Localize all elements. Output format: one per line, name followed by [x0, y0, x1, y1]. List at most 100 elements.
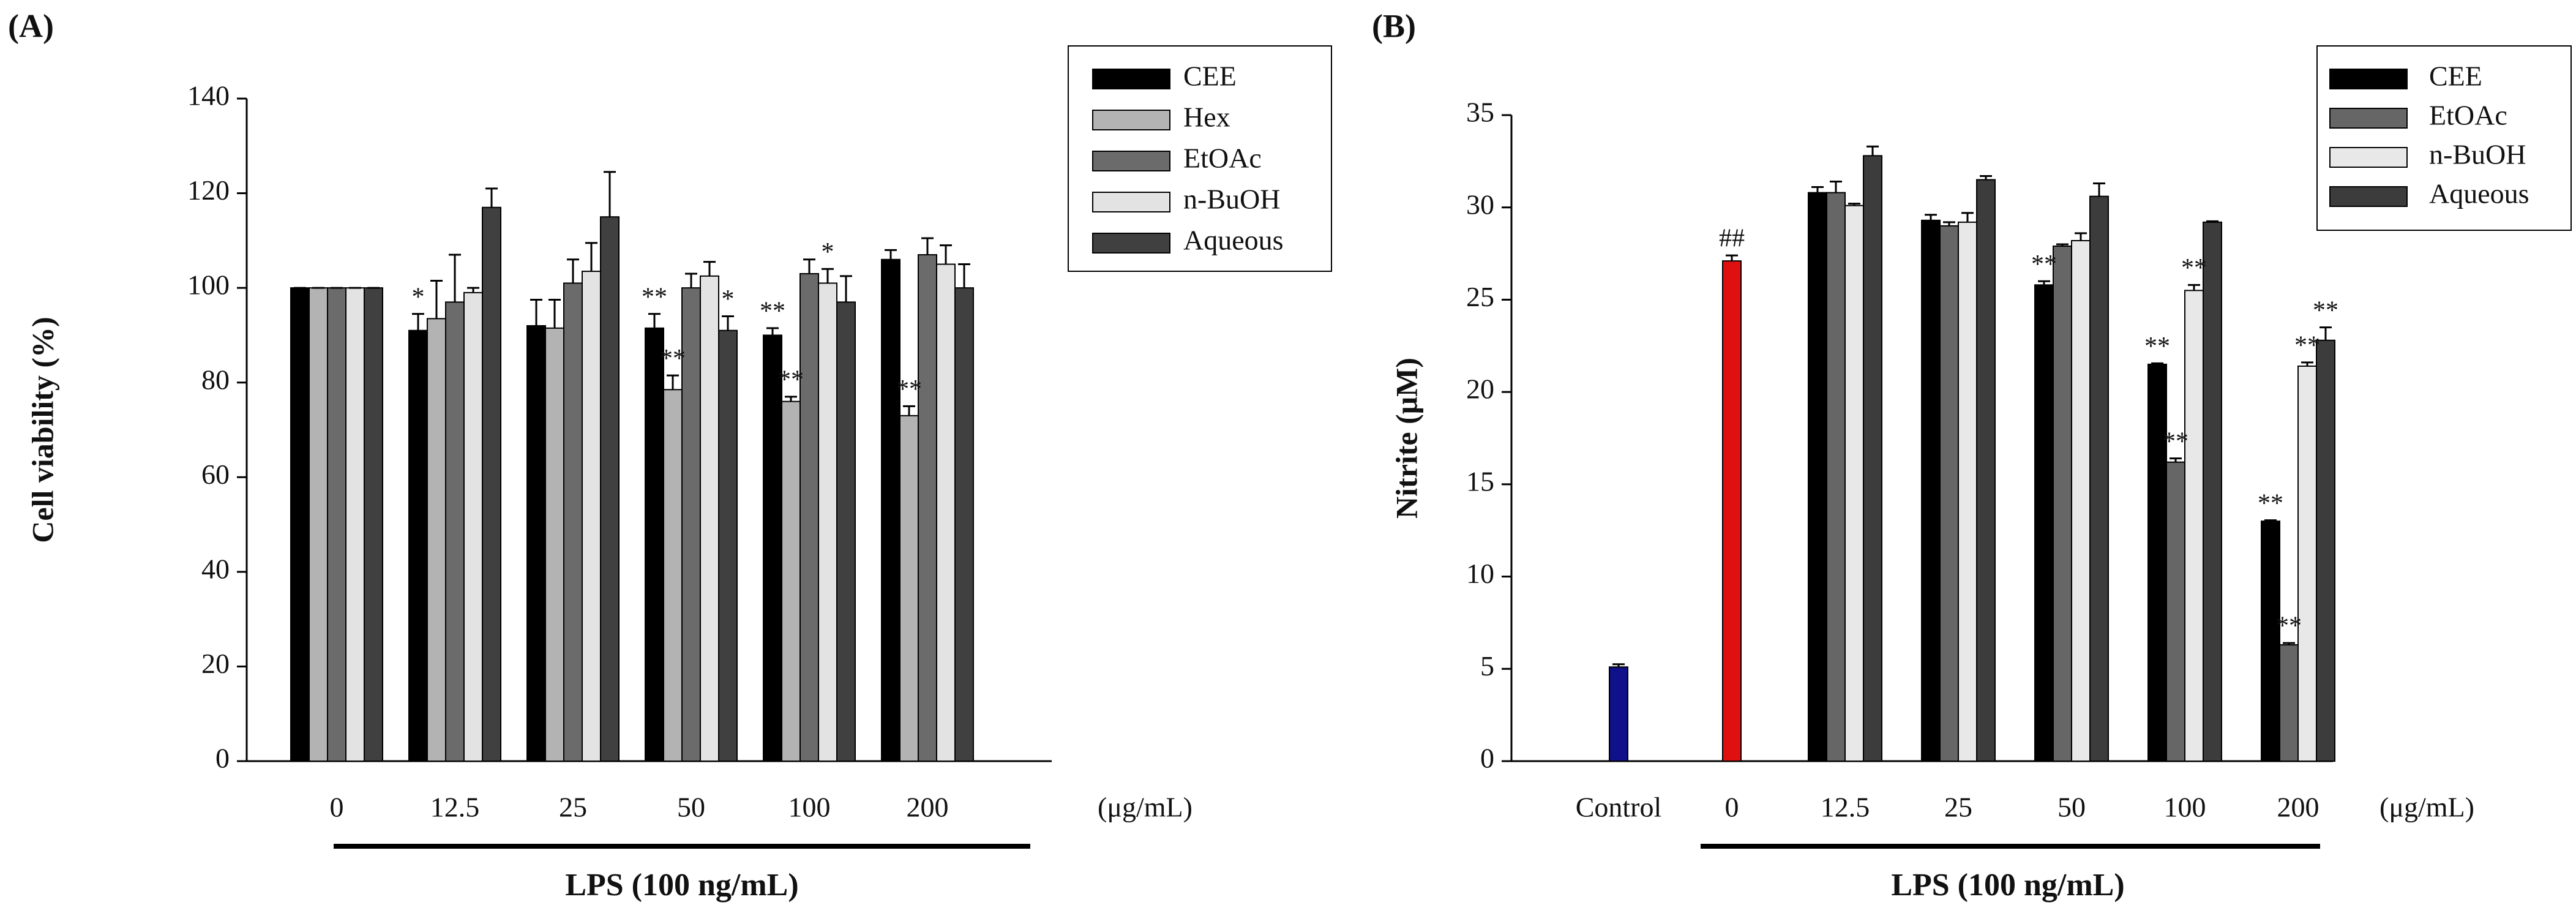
- error-bar: [2320, 326, 2332, 340]
- significance-mark: **: [642, 283, 667, 311]
- error-bar: [648, 313, 661, 328]
- error-bar: [958, 263, 970, 288]
- error-bar: [1866, 145, 1879, 156]
- legend-swatch: [1092, 69, 1170, 89]
- y-tick-label: 0: [215, 743, 230, 774]
- bar: [954, 287, 974, 762]
- bar: [1921, 219, 1941, 762]
- y-tick-label: 140: [187, 80, 230, 111]
- bar: [881, 258, 900, 762]
- error-bar: [412, 313, 424, 331]
- y-tick-label: 80: [201, 364, 230, 395]
- y-tick-label: 0: [1480, 743, 1494, 774]
- bar: [1722, 260, 1742, 762]
- error-bar: [567, 258, 579, 284]
- error-bar: [2151, 362, 2163, 364]
- bar: [1939, 225, 1959, 762]
- error-bar: [549, 298, 561, 328]
- y-tick-label: 15: [1466, 465, 1494, 497]
- legend-label: Aqueous: [2429, 178, 2529, 209]
- bar: [1808, 192, 1827, 762]
- bar: [600, 216, 620, 762]
- legend-label: EtOAc: [2429, 100, 2507, 131]
- error-bar: [822, 268, 834, 284]
- error-bar: [2038, 280, 2050, 285]
- bar: [526, 325, 546, 762]
- error-bar: [703, 261, 716, 276]
- legend-swatch: [2329, 147, 2408, 168]
- error-bar: [2056, 243, 2069, 247]
- x-tick-label: 50: [2057, 792, 2086, 823]
- error-bar: [1830, 181, 1842, 193]
- significance-mark: **: [2163, 427, 2188, 456]
- x-tick-label: 0: [1725, 792, 1739, 823]
- error-bar: [940, 244, 952, 265]
- bar: [718, 329, 738, 762]
- error-bar: [1811, 186, 1824, 193]
- panel-label: (B): [1372, 7, 1416, 44]
- x-tick-label: 25: [559, 792, 587, 823]
- error-bar: [467, 287, 479, 293]
- x-unit: (μg/mL): [1098, 792, 1193, 823]
- bar: [1826, 192, 1846, 762]
- bar: [918, 254, 937, 762]
- bar: [2053, 246, 2072, 762]
- bar: [899, 415, 919, 762]
- bar: [309, 287, 328, 762]
- significance-mark: **: [760, 297, 785, 325]
- legend-label: CEE: [1183, 61, 1237, 92]
- legend-label: n-BuOH: [2429, 139, 2526, 170]
- error-bar: [2170, 457, 2182, 462]
- x-tick-label: 200: [907, 792, 949, 823]
- error-bar: [2093, 182, 2105, 197]
- error-bar: [2264, 519, 2277, 522]
- x-tick-label: 25: [1944, 792, 1972, 823]
- y-axis-label: Nitrite (μM): [1389, 358, 1423, 519]
- bar: [2147, 363, 2167, 762]
- y-tick-label: 5: [1480, 650, 1494, 682]
- significance-mark: *: [722, 285, 735, 314]
- x-tick-label: 12.5: [430, 792, 480, 823]
- x-tick-label: Control: [1576, 792, 1662, 823]
- significance-mark: **: [2276, 612, 2302, 641]
- significance-mark: **: [2258, 489, 2283, 517]
- significance-mark: *: [412, 283, 425, 311]
- significance-mark: ##: [1719, 225, 1745, 253]
- legend-label: Hex: [1183, 102, 1230, 133]
- legend-swatch: [2329, 69, 2408, 89]
- y-axis-label: Cell viability (%): [25, 317, 59, 543]
- bar: [463, 291, 483, 762]
- legend-swatch: [1092, 192, 1170, 212]
- error-bar: [885, 249, 897, 260]
- x-tick-label: 50: [677, 792, 705, 823]
- bar: [700, 275, 719, 762]
- error-bar: [1943, 221, 1955, 226]
- error-bar: [685, 272, 697, 288]
- bar: [582, 271, 601, 762]
- significance-mark: **: [660, 345, 686, 373]
- bar: [2089, 195, 2109, 762]
- y-tick-label: 20: [201, 648, 230, 679]
- error-bar: [803, 258, 815, 274]
- legend-label: Aqueous: [1183, 225, 1284, 256]
- error-bar: [1925, 214, 1937, 220]
- error-bar: [785, 396, 797, 402]
- y-tick-label: 30: [1466, 189, 1494, 220]
- error-bar: [2206, 220, 2218, 222]
- significance-mark: **: [896, 375, 922, 404]
- legend-swatch: [1092, 233, 1170, 254]
- bar: [936, 263, 956, 762]
- bar: [563, 282, 583, 762]
- significance-mark: **: [2313, 296, 2338, 325]
- significance-mark: **: [2294, 332, 2320, 360]
- error-bar: [1961, 212, 1974, 222]
- error-bar: [449, 254, 461, 302]
- legend-swatch: [2329, 186, 2408, 207]
- bar: [781, 400, 801, 762]
- legend-swatch: [1092, 110, 1170, 130]
- error-bar: [921, 237, 934, 255]
- bar: [2297, 365, 2317, 762]
- error-bar: [2075, 232, 2087, 241]
- error-bar: [903, 405, 915, 416]
